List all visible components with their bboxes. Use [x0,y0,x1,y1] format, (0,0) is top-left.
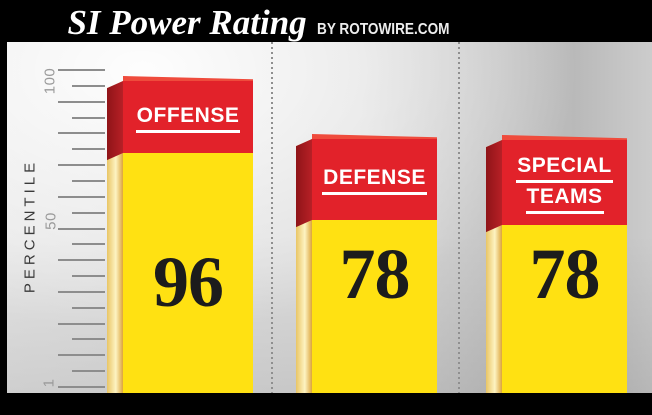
bar-offense-label-line1: OFFENSE [135,105,241,133]
ruler-tick [58,100,105,103]
bar-defense-top-face [312,134,437,140]
header-title-group: SI Power Rating BY ROTOWIRE.COM [67,0,472,42]
ruler-tick [58,69,105,71]
axis-title-percentile: PERCENTILE [21,158,39,294]
bar-offense-side-face [107,81,123,401]
ruler-tick [58,386,105,388]
footer-bar [0,393,652,415]
ruler-tick [58,132,105,135]
axis-tick-label-100: 100 [41,67,59,95]
ruler-tick [58,259,105,262]
ruler-tick [58,290,105,293]
ruler-tick [72,275,105,278]
ruler-tick [72,84,105,87]
bar-special-teams-value: 78 [529,234,601,314]
ruler-tick [72,179,105,182]
bar-defense-label-line1: DEFENSE [322,167,427,195]
ruler-tick [72,306,105,309]
ruler-tick [72,370,105,373]
bar-special-teams-side-face [486,140,502,401]
bar-defense-label: DEFENSE [312,139,437,220]
left-edge-strip [0,0,7,415]
ruler-tick [72,243,105,246]
ruler-tick [72,338,105,341]
bar-special-teams-label: SPECIAL TEAMS [502,140,627,225]
bar-defense-side-face [296,139,312,401]
axis-tick-label-1: 1 [40,378,58,388]
bar-defense-value: 78 [339,234,411,314]
axis-tick-label-50: 50 [42,212,60,230]
bar-offense-label: OFFENSE [123,81,253,153]
bar-special-teams-top-face [502,135,627,141]
separator-line-1 [271,42,273,393]
byline: BY ROTOWIRE.COM [316,21,450,38]
bar-offense-top-face [123,76,253,82]
page-title: SI Power Rating [67,3,307,42]
separator-line-2 [458,42,460,393]
header-bar: SI Power Rating BY ROTOWIRE.COM [0,0,652,42]
ruler-tick [58,227,105,230]
bar-special-teams-label-line1: SPECIAL [516,155,613,183]
ruler-tick [58,322,105,325]
ruler-tick [72,211,105,214]
bar-offense-front-face [123,81,253,393]
ruler-tick [58,195,105,198]
bar-offense-value: 96 [153,242,224,322]
ruler-tick [72,116,105,119]
percentile-ruler [58,0,105,415]
ruler-tick [58,354,105,357]
ruler-tick [72,148,105,151]
bar-defense-front-face [312,139,437,393]
ruler-tick [58,164,105,167]
bar-special-teams-label-line2: TEAMS [525,186,604,214]
